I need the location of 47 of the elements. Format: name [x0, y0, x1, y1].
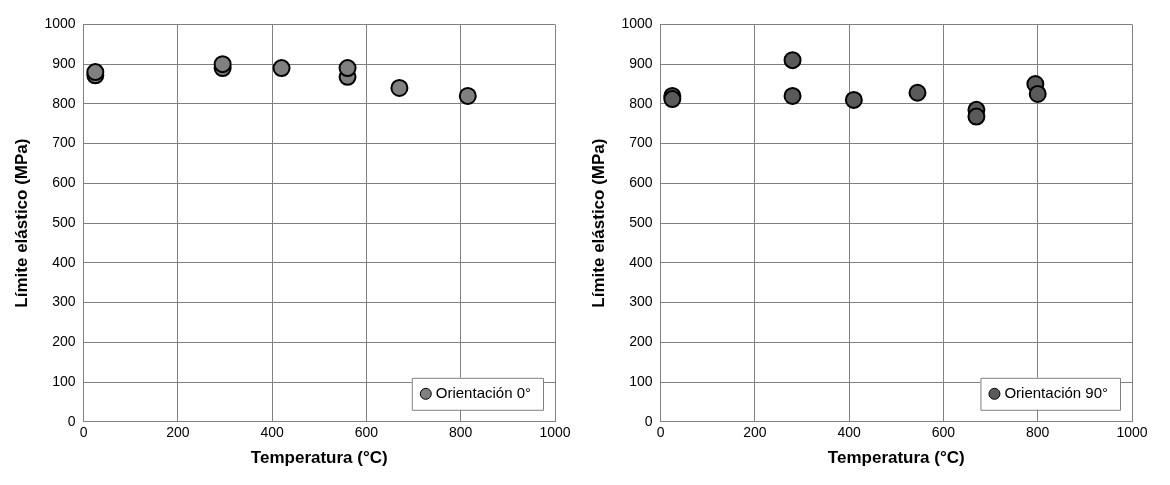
y-tick-label: 700 — [629, 134, 653, 151]
y-tick-label: 900 — [52, 55, 76, 71]
point — [663, 90, 682, 109]
point — [783, 51, 802, 70]
y-axis-title: Límite elástico (MPa) — [11, 138, 31, 308]
legend-label: Orientación 90° — [1004, 383, 1109, 401]
y-tick-label: 400 — [629, 253, 653, 270]
legend-label: Orientación 0° — [435, 383, 531, 401]
y-tick-label: 600 — [52, 174, 76, 191]
x-tick-label: 0 — [656, 424, 665, 441]
y-tick-label: 900 — [629, 55, 653, 71]
x-tick-label: 400 — [837, 424, 862, 441]
y-tick-label: 700 — [52, 134, 76, 151]
point — [783, 86, 802, 105]
point — [1028, 84, 1047, 103]
y-tick-label: 400 — [52, 253, 76, 270]
y-tick-label: 500 — [52, 213, 76, 230]
y-tick-label: 100 — [629, 372, 653, 389]
y-axis-title: Límite elástico (MPa) — [588, 138, 608, 308]
x-tick-label: 600 — [354, 424, 379, 441]
y-tick-label: 1000 — [621, 15, 653, 32]
x-tick-label: 800 — [449, 424, 473, 441]
point — [967, 107, 986, 126]
x-tick-label: 1000 — [1116, 424, 1148, 441]
y-tick-label: 500 — [629, 213, 653, 230]
y-tick-label: 300 — [52, 293, 76, 310]
y-tick-label: 100 — [52, 372, 76, 389]
y-tick-label: 0 — [67, 412, 76, 429]
y-tick-label: 200 — [52, 333, 76, 350]
x-tick-label: 800 — [1026, 424, 1050, 441]
x-tick-label: 400 — [260, 424, 285, 441]
x-tick-label: 0 — [79, 424, 88, 441]
y-tick-label: 200 — [629, 333, 653, 350]
x-tick-label: 600 — [931, 424, 956, 441]
x-tick-label: 1000 — [539, 424, 571, 441]
y-tick-label: 1000 — [44, 15, 76, 32]
y-tick-label: 300 — [629, 293, 653, 310]
point — [908, 83, 927, 102]
y-tick-label: 600 — [629, 174, 653, 191]
x-axis-title: Temperatura (°C) — [250, 448, 388, 468]
y-tick-label: 0 — [644, 412, 653, 429]
point — [844, 90, 863, 109]
x-tick-label: 200 — [743, 424, 767, 441]
y-tick-label: 800 — [52, 94, 76, 111]
x-axis-title: Temperatura (°C) — [827, 448, 965, 468]
x-tick-label: 200 — [166, 424, 190, 441]
y-tick-label: 800 — [629, 94, 653, 111]
